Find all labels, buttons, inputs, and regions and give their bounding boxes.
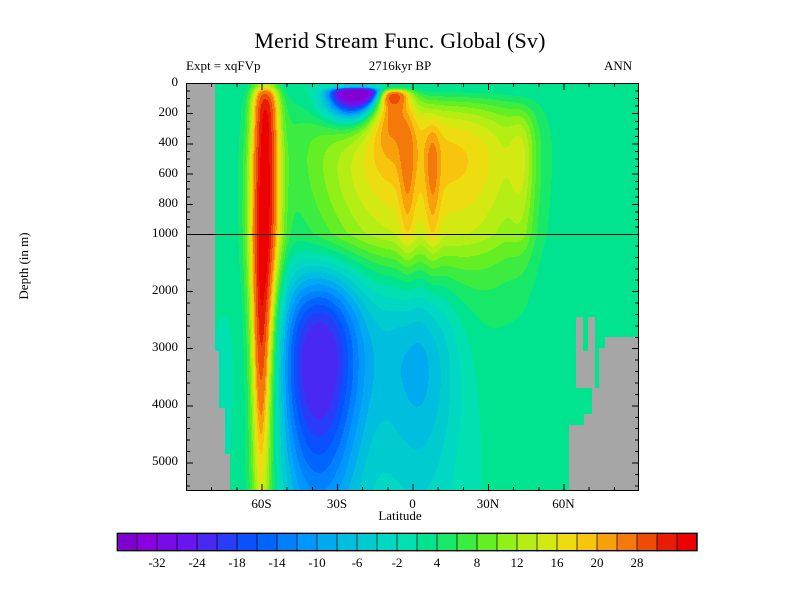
colorbar-swatch (316, 532, 338, 552)
colorbar-swatch (656, 532, 678, 552)
colorbar-tick-label: 8 (473, 555, 481, 570)
colorbar-tick-label: -14 (268, 555, 286, 570)
y-tick-label: 200 (158, 104, 179, 120)
colorbar-tick-label: -18 (228, 555, 246, 570)
y-tick-label: 400 (158, 134, 179, 150)
subtitle-row: Expt = xqFVp 2716kyr BP ANN (0, 58, 800, 76)
colorbar-swatch (396, 532, 418, 552)
y-tick-label: 1000 (152, 225, 178, 240)
colorbar-swatch (536, 532, 558, 552)
contour-field (186, 83, 639, 491)
colorbar-swatch (356, 532, 378, 552)
colorbar-swatch (556, 532, 578, 552)
y-tick-label: 800 (158, 194, 179, 210)
x-tick-label: 60N (552, 496, 575, 511)
colorbar-tick-label: 28 (630, 555, 644, 570)
colorbar-swatch (296, 532, 318, 552)
colorbar-swatch (216, 532, 238, 552)
colorbar-tick-label: -32 (148, 555, 166, 570)
period-label: 2716kyr BP (368, 58, 432, 73)
y-tick-label: 0 (171, 74, 179, 89)
colorbar-tick-label: -2 (391, 555, 403, 570)
x-tick-label: 0 (409, 496, 416, 511)
colorbar-frame (117, 533, 697, 551)
colorbar-swatch (196, 532, 218, 552)
colorbar-swatch (136, 532, 158, 552)
colorbar-swatch (176, 532, 198, 552)
colorbar-swatch (476, 532, 498, 552)
colorbar-swatch (636, 532, 658, 552)
colorbar-tick-label: 20 (590, 555, 604, 570)
colorbar-swatch (496, 532, 518, 552)
colorbar-swatch (576, 532, 598, 552)
x-axis-label: Latitude (378, 508, 422, 523)
colorbar-tick-label: 16 (550, 555, 564, 570)
colorbar-swatch (256, 532, 278, 552)
y-tick-label: 4000 (152, 396, 178, 412)
colorbar-swatch (276, 532, 298, 552)
x-tick-label: 30N (476, 496, 500, 511)
y-tick-label: 3000 (152, 339, 178, 355)
colorbar-swatch (116, 532, 138, 552)
season-label: ANN (604, 58, 633, 73)
colorbar (116, 532, 698, 552)
colorbar-swatch (416, 532, 438, 552)
colorbar-swatch (336, 532, 358, 552)
colorbar-tick-label: -6 (351, 555, 363, 570)
y-tick-label: 2000 (152, 282, 178, 298)
y-tick-label: 5000 (152, 453, 178, 469)
colorbar-swatch (236, 532, 258, 552)
x-tick-label: 30S (326, 496, 348, 511)
colorbar-swatch (676, 532, 698, 552)
colorbar-swatch (596, 532, 618, 552)
colorbar-swatch (376, 532, 398, 552)
colorbar-tick-label: -10 (308, 555, 326, 570)
colorbar-swatch (616, 532, 638, 552)
colorbar-tick-label: 12 (510, 555, 524, 570)
experiment-label: Expt = xqFVp (186, 58, 261, 73)
y-tick-label: 600 (158, 164, 179, 180)
x-tick-label: 60S (251, 496, 272, 511)
colorbar-swatch (436, 532, 458, 552)
colorbar-swatch (156, 532, 178, 552)
colorbar-swatch (456, 532, 478, 552)
page-title: Merid Stream Func. Global (Sv) (254, 28, 546, 53)
colorbar-tick-label: 4 (433, 555, 441, 570)
colorbar-tick-label: -24 (188, 555, 206, 570)
colorbar-swatch (516, 532, 538, 552)
